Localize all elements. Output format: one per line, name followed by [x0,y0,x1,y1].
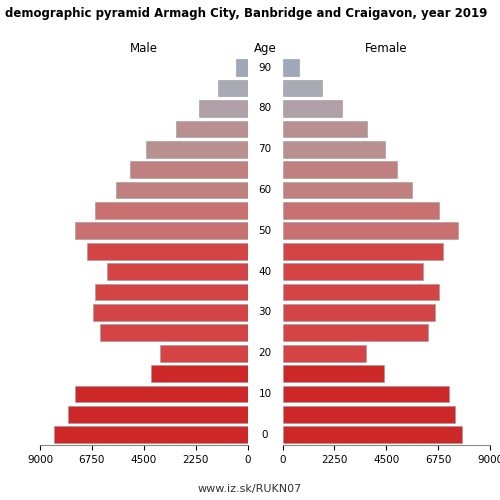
Text: 50: 50 [258,226,272,236]
Bar [282,141,385,158]
Bar [236,60,248,76]
Text: 70: 70 [258,144,272,154]
Text: 20: 20 [258,348,272,358]
Text: Male: Male [130,42,158,55]
Text: 10: 10 [258,389,272,399]
Bar [146,141,248,158]
Bar [282,100,343,117]
Bar [218,80,248,96]
Bar [199,100,248,117]
Bar [282,182,412,198]
Bar [68,406,248,423]
Text: Age: Age [254,42,276,55]
Text: 40: 40 [258,266,272,276]
Bar [282,406,456,423]
Bar [74,222,248,239]
Text: 60: 60 [258,185,272,195]
Text: 80: 80 [258,104,272,114]
Bar [282,324,428,341]
Bar [282,222,458,239]
Bar [282,284,440,300]
Bar [282,304,434,321]
Bar [282,80,322,96]
Bar [93,304,248,321]
Bar [282,386,448,402]
Bar [96,284,248,300]
Bar [282,264,423,280]
Bar [282,162,397,178]
Bar [54,426,248,443]
Text: demographic pyramid Armagh City, Banbridge and Craigavon, year 2019: demographic pyramid Armagh City, Banbrid… [5,8,488,20]
Bar [160,345,248,362]
Bar [282,243,442,260]
Bar [150,366,248,382]
Bar [282,366,384,382]
Text: www.iz.sk/RUKN07: www.iz.sk/RUKN07 [198,484,302,494]
Bar [88,243,248,260]
Bar [107,264,248,280]
Bar [176,120,248,137]
Bar [100,324,248,341]
Bar [130,162,248,178]
Text: 90: 90 [258,62,272,72]
Bar [282,202,440,219]
Bar [282,345,366,362]
Text: 30: 30 [258,308,272,318]
Bar [74,386,248,402]
Text: Female: Female [365,42,408,55]
Bar [282,60,298,76]
Bar [116,182,248,198]
Bar [96,202,248,219]
Text: 0: 0 [262,430,268,440]
Bar [282,120,366,137]
Bar [282,426,463,443]
